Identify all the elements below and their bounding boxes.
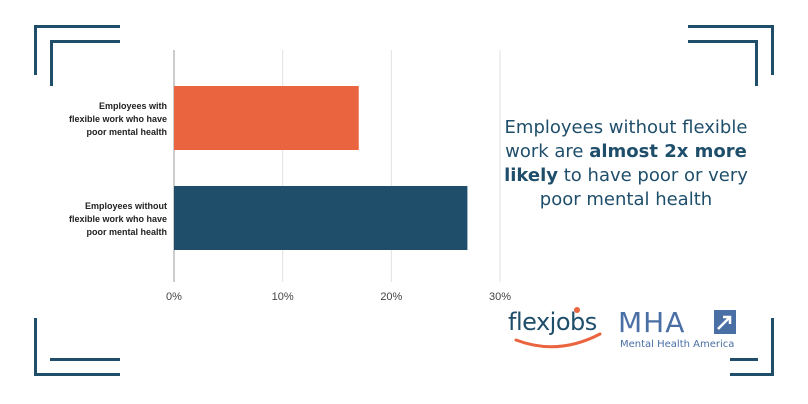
category-label-0-line-2: poor mental health bbox=[86, 127, 167, 137]
mha-letters: MHA bbox=[618, 306, 686, 339]
callout-part2: to have poor or very poor mental health bbox=[539, 165, 748, 210]
callout-text: Employees without flexible work are almo… bbox=[500, 116, 752, 212]
flexjobs-dot bbox=[574, 307, 580, 313]
frame-top-right-v bbox=[771, 25, 774, 75]
mha-fullname: Mental Health America bbox=[620, 339, 735, 350]
frame-bottom-left-v bbox=[34, 318, 37, 376]
frame-top-left-h bbox=[34, 25, 120, 28]
x-tick-label-1: 10% bbox=[272, 291, 294, 303]
callout-bold: almost 2x more likely bbox=[504, 141, 747, 186]
frame-inner-top-right bbox=[688, 40, 758, 43]
frame-inner-bottom-right bbox=[730, 358, 758, 361]
flexjobs-logo: flexjobs bbox=[508, 304, 608, 354]
frame-inner-top-left bbox=[50, 40, 120, 43]
bar-1 bbox=[174, 186, 468, 250]
category-label-0-line-1: flexible work who have bbox=[69, 114, 167, 124]
category-label-1-line-2: poor mental health bbox=[86, 227, 167, 237]
frame-inner-bottom-left bbox=[50, 358, 120, 361]
callout-part1: Employees without flexible work are bbox=[504, 117, 748, 162]
flexjobs-swoosh-icon bbox=[514, 332, 602, 349]
x-tick-label-2: 20% bbox=[380, 291, 402, 303]
category-label-0-line-0: Employees with bbox=[99, 101, 167, 111]
mha-logo: MHA Mental Health America bbox=[618, 306, 748, 356]
frame-bottom-right-v bbox=[771, 318, 774, 376]
bar-0 bbox=[174, 86, 359, 150]
category-label-1-line-0: Employees without bbox=[85, 201, 167, 211]
x-tick-label-0: 0% bbox=[166, 291, 182, 303]
frame-top-left-v bbox=[34, 25, 37, 75]
flexjobs-wordmark: flexjobs bbox=[508, 308, 597, 336]
mha-arrow-icon bbox=[714, 310, 736, 334]
category-label-1-line-1: flexible work who have bbox=[69, 214, 167, 224]
frame-bottom-left-h bbox=[34, 373, 120, 376]
x-tick-label-3: 30% bbox=[489, 291, 511, 303]
frame-inner-right-v bbox=[755, 40, 758, 86]
frame-bottom-right-h bbox=[730, 373, 774, 376]
frame-inner-left-v bbox=[50, 40, 53, 86]
frame-top-right-h bbox=[688, 25, 774, 28]
